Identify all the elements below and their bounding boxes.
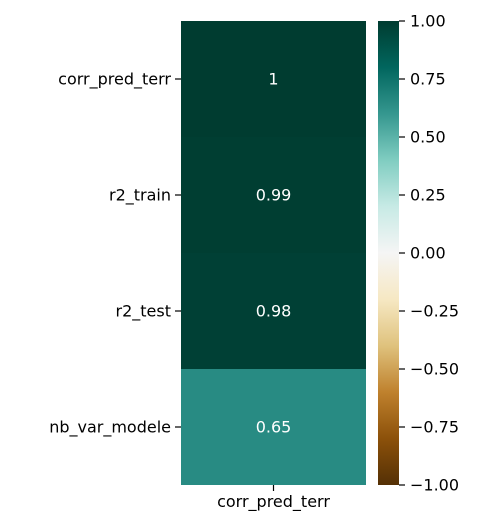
row-tick-label: r2_train [109,186,171,206]
colorbar-tick-label: −0.25 [410,302,459,321]
colorbar-tick-label: 1.00 [410,12,446,31]
heatmap-cell [181,253,366,369]
heatmap-cell [181,21,366,137]
colorbar-tick-label: 0.25 [410,186,446,205]
row-tick-label: nb_var_modele [49,418,171,438]
row-tick-label: corr_pred_terr [58,70,171,90]
colorbar-tick-label: −1.00 [410,476,459,495]
column-tick-label: corr_pred_terr [217,492,330,512]
cell-label: 1 [268,70,278,89]
colorbar-tick-label: 0.75 [410,70,446,89]
colorbar-ticks: 1.00 0.75 0.50 0.25 0.00 −0.25 −0.50 −0.75 −1.00 [399,12,459,495]
heatmap-cell [181,137,366,253]
cell-label: 0.99 [256,186,292,205]
row-labels: corr_pred_terr r2_train r2_test nb_var_mode… [49,70,181,438]
cell-label: 0.98 [256,302,292,321]
cell-label: 0.65 [256,418,292,437]
colorbar-tick-label: 0.50 [410,128,446,147]
colorbar [378,21,399,485]
colorbar-tick-label: −0.50 [410,360,459,379]
colorbar-tick-label: 0.00 [410,244,446,263]
heatmap-cells: 1 0.99 0.98 0.65 [181,21,366,485]
heatmap-cell [181,369,366,485]
row-tick-label: r2_test [116,302,171,322]
column-labels: corr_pred_terr [217,485,330,512]
colorbar-tick-label: −0.75 [410,418,459,437]
